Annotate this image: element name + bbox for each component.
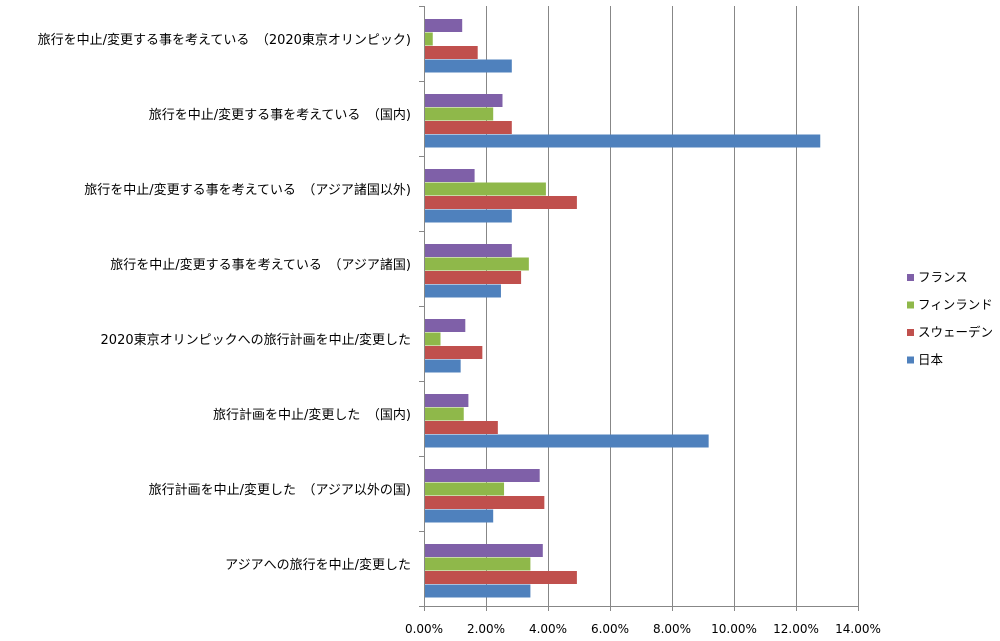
category-label: 旅行を中止/変更する事を考えている （アジア諸国以外) xyxy=(84,182,411,198)
bar-3-7 xyxy=(425,584,531,598)
category-label: 旅行を中止/変更する事を考えている （2020東京オリンピック) xyxy=(38,32,411,48)
bar-2-5 xyxy=(425,421,498,434)
bar-2-3 xyxy=(425,271,522,284)
bar-3-6 xyxy=(425,509,494,523)
bar-0-7 xyxy=(425,544,543,557)
legend-label-2: スウェーデン xyxy=(918,325,993,340)
bar-0-6 xyxy=(425,469,540,482)
bar-3-3 xyxy=(425,284,501,298)
legend-swatch-0 xyxy=(907,274,914,281)
bar-0-2 xyxy=(425,169,475,182)
bar-3-5 xyxy=(425,434,709,448)
legend-swatch-1 xyxy=(907,301,914,309)
x-tick-label: 12.00% xyxy=(773,622,819,636)
bar-1-2 xyxy=(425,182,546,196)
category-label: 旅行を中止/変更する事を考えている （アジア諸国) xyxy=(110,257,411,273)
bar-2-4 xyxy=(425,346,483,359)
x-tick-label: 0.00% xyxy=(405,622,443,636)
bar-0-4 xyxy=(425,319,466,332)
bar-3-0 xyxy=(425,59,512,73)
bar-1-5 xyxy=(425,407,464,421)
legend-swatch-2 xyxy=(907,329,914,336)
bar-1-7 xyxy=(425,557,531,571)
bar-0-3 xyxy=(425,244,512,257)
bar-1-1 xyxy=(425,107,494,121)
bar-3-2 xyxy=(425,209,512,223)
bar-3-4 xyxy=(425,359,461,373)
bar-0-5 xyxy=(425,394,469,407)
category-label: 旅行計画を中止/変更した （アジア以外の国) xyxy=(149,482,411,498)
bar-0-0 xyxy=(425,19,463,32)
bar-2-7 xyxy=(425,571,577,584)
legend-label-1: フィンランド xyxy=(918,297,993,312)
x-tick-label: 8.00% xyxy=(653,622,691,636)
legend-label-3: 日本 xyxy=(918,352,944,367)
legend-swatch-3 xyxy=(907,356,914,364)
bar-3-1 xyxy=(425,134,821,148)
bar-1-3 xyxy=(425,257,529,271)
x-tick-label: 6.00% xyxy=(591,622,629,636)
x-tick-label: 2.00% xyxy=(467,622,505,636)
x-tick-label: 14.00% xyxy=(835,622,881,636)
bar-1-4 xyxy=(425,332,441,346)
legend-label-0: フランス xyxy=(918,270,968,285)
category-label: 2020東京オリンピックへの旅行計画を中止/変更した xyxy=(101,332,411,348)
bar-2-1 xyxy=(425,121,512,134)
bar-2-2 xyxy=(425,196,577,209)
bar-1-0 xyxy=(425,32,433,46)
bar-1-6 xyxy=(425,482,505,496)
bar-2-0 xyxy=(425,46,478,59)
category-label: アジアへの旅行を中止/変更した xyxy=(225,557,411,573)
category-label: 旅行を中止/変更する事を考えている （国内) xyxy=(149,107,411,123)
x-tick-label: 10.00% xyxy=(711,622,757,636)
x-tick-label: 4.00% xyxy=(529,622,567,636)
bar-2-6 xyxy=(425,496,545,509)
category-label: 旅行計画を中止/変更した （国内) xyxy=(213,407,411,423)
bar-0-1 xyxy=(425,94,503,107)
